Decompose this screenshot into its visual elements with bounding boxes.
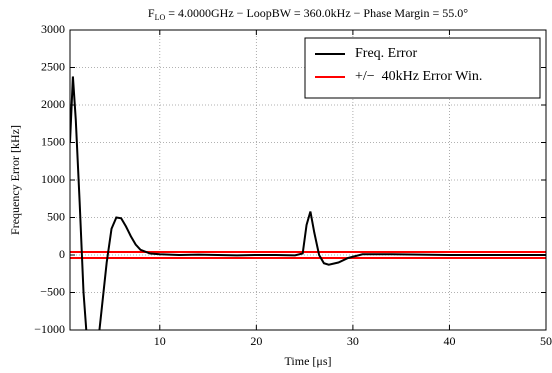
x-tick-label: 20 [250, 334, 262, 348]
y-tick-label: 1500 [41, 134, 65, 148]
y-tick-label: 2000 [41, 97, 65, 111]
x-tick-label: 40 [443, 334, 455, 348]
y-tick-label: 1000 [41, 172, 65, 186]
title-part: LO [155, 13, 166, 22]
data-line [70, 76, 546, 330]
y-tick-label: −1000 [34, 322, 65, 336]
plot-frame [69, 29, 547, 331]
chart-title: FLO = 4.0000GHz − LoopBW = 360.0kHz − Ph… [148, 6, 468, 23]
y-tick-label: 2500 [41, 59, 65, 73]
legend-label: Freq. Error [355, 46, 418, 61]
x-tick-label: 50 [540, 334, 552, 348]
y-tick-label: 500 [47, 209, 65, 223]
title-part: F [148, 6, 155, 20]
legend-label: +/− 40kHz Error Win. [355, 69, 482, 84]
y-tick-label: 3000 [41, 22, 65, 36]
x-tick-label: 30 [347, 334, 359, 348]
x-axis-label: Time [μs] [285, 354, 332, 368]
y-tick-label: −500 [40, 284, 65, 298]
y-tick-label: 0 [59, 247, 65, 261]
x-tick-label: 10 [154, 334, 166, 348]
title-part: = 4.0000GHz − LoopBW = 360.0kHz − Phase … [165, 6, 468, 20]
plot-area [70, 76, 546, 330]
y-axis-label: Frequency Error [kHz] [8, 125, 22, 235]
legend-box [304, 37, 541, 99]
